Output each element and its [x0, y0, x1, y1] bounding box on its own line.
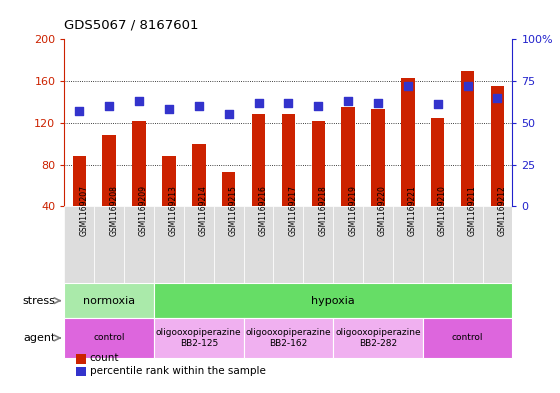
Bar: [401, 78, 414, 248]
Point: [344, 98, 353, 104]
Bar: [311, 121, 325, 248]
Bar: [393, 206, 423, 283]
Point: [134, 98, 143, 104]
Bar: [64, 283, 154, 318]
Text: control: control: [94, 334, 125, 342]
Bar: [64, 206, 94, 283]
Bar: [371, 109, 385, 248]
Text: GSM1169213: GSM1169213: [169, 185, 178, 235]
Bar: [154, 206, 184, 283]
Point: [463, 83, 472, 89]
Text: GSM1169217: GSM1169217: [288, 185, 297, 235]
Text: GSM1169210: GSM1169210: [438, 185, 447, 235]
Point: [194, 103, 203, 109]
Text: GSM1169208: GSM1169208: [109, 185, 118, 235]
Text: GSM1169214: GSM1169214: [199, 185, 208, 235]
Bar: [154, 318, 244, 358]
Point: [493, 95, 502, 101]
Text: GSM1169211: GSM1169211: [468, 185, 477, 235]
Text: GSM1169220: GSM1169220: [378, 185, 387, 235]
Text: GSM1169209: GSM1169209: [139, 185, 148, 236]
Text: normoxia: normoxia: [83, 296, 136, 306]
Bar: [162, 156, 176, 248]
Point: [165, 106, 174, 112]
Bar: [244, 318, 333, 358]
Text: GSM1169212: GSM1169212: [497, 185, 506, 235]
Bar: [342, 107, 355, 248]
Text: oligooxopiperazine
BB2-162: oligooxopiperazine BB2-162: [246, 328, 331, 348]
Text: GSM1169207: GSM1169207: [80, 185, 88, 236]
Text: control: control: [452, 334, 483, 342]
Text: agent: agent: [23, 333, 55, 343]
Point: [433, 101, 442, 108]
Bar: [483, 206, 512, 283]
Bar: [423, 206, 452, 283]
Bar: [244, 206, 273, 283]
Text: hypoxia: hypoxia: [311, 296, 355, 306]
Bar: [102, 135, 116, 248]
Bar: [184, 206, 214, 283]
Bar: [124, 206, 154, 283]
Bar: [132, 121, 146, 248]
Bar: [282, 114, 295, 248]
Bar: [363, 206, 393, 283]
Text: percentile rank within the sample: percentile rank within the sample: [90, 366, 265, 376]
Text: stress: stress: [22, 296, 55, 306]
Bar: [452, 206, 483, 283]
Text: GDS5067 / 8167601: GDS5067 / 8167601: [64, 18, 199, 31]
Bar: [304, 206, 333, 283]
Point: [403, 83, 412, 89]
Bar: [64, 318, 154, 358]
Bar: [423, 318, 512, 358]
Text: GSM1169221: GSM1169221: [408, 185, 417, 235]
Bar: [94, 206, 124, 283]
Text: oligooxopiperazine
BB2-282: oligooxopiperazine BB2-282: [335, 328, 421, 348]
Text: oligooxopiperazine
BB2-125: oligooxopiperazine BB2-125: [156, 328, 241, 348]
Point: [284, 99, 293, 106]
Text: GSM1169216: GSM1169216: [259, 185, 268, 235]
Text: GSM1169219: GSM1169219: [348, 185, 357, 235]
Bar: [461, 71, 474, 248]
Text: count: count: [90, 353, 119, 363]
Point: [105, 103, 114, 109]
Bar: [273, 206, 304, 283]
Bar: [333, 206, 363, 283]
Text: GSM1169218: GSM1169218: [318, 185, 327, 235]
Point: [314, 103, 323, 109]
Point: [254, 99, 263, 106]
Bar: [214, 206, 244, 283]
Bar: [73, 156, 86, 248]
Bar: [252, 114, 265, 248]
Bar: [154, 283, 512, 318]
Point: [75, 108, 84, 114]
Text: GSM1169215: GSM1169215: [228, 185, 237, 235]
Bar: [333, 318, 423, 358]
Bar: [491, 86, 504, 248]
Bar: [431, 118, 445, 248]
Bar: [222, 172, 235, 248]
Point: [374, 99, 382, 106]
Point: [224, 111, 233, 118]
Bar: [192, 144, 206, 248]
